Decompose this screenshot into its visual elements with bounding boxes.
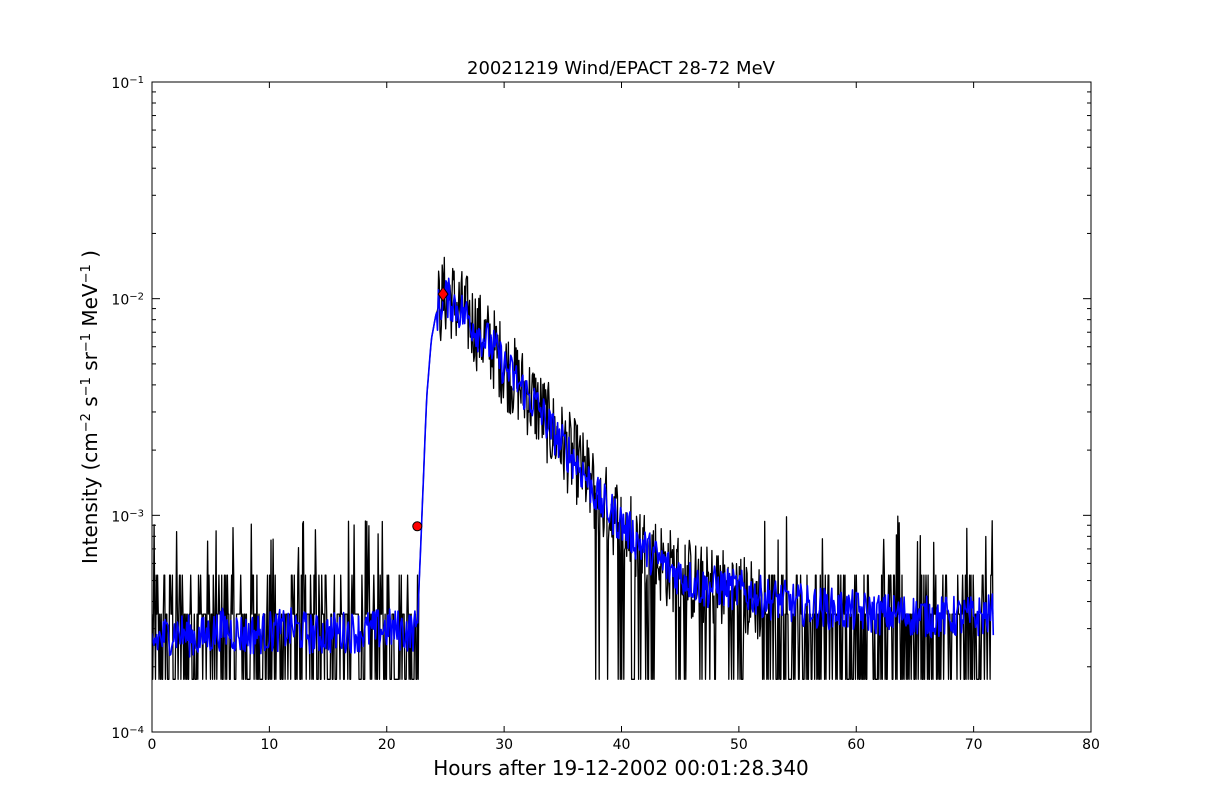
- y-tick-label: 10−4: [111, 725, 144, 743]
- x-axis-label: Hours after 19-12-2002 00:01:28.340: [433, 756, 809, 780]
- y-label-s: s: [78, 396, 102, 413]
- series-line-0: [152, 256, 994, 680]
- y-axis-label: Intensity (cm−2 s−1 sr−1 MeV−1 ): [78, 250, 102, 564]
- y-label-exp2: −1: [79, 377, 94, 396]
- y-label-prefix: Intensity (cm: [78, 432, 102, 564]
- onset-marker: [412, 521, 423, 532]
- series-layer: [152, 256, 995, 680]
- x-tick-label: 30: [495, 737, 513, 753]
- y-label-sr: sr: [78, 351, 102, 377]
- x-tick-label: 0: [148, 737, 157, 753]
- chart-title: 20021219 Wind/EPACT 28-72 MeV: [467, 58, 776, 79]
- y-tick-label: 10−3: [111, 508, 144, 526]
- marker-layer: [412, 286, 449, 532]
- x-tick-label: 40: [613, 737, 631, 753]
- y-axis: 10−4 10−3 10−2 10−1: [111, 75, 1091, 743]
- y-tick-label: 10−1: [111, 75, 144, 93]
- x-tick-label: 50: [730, 737, 748, 753]
- peak-marker: [437, 286, 449, 302]
- x-tick-label: 60: [847, 737, 865, 753]
- y-label-exp3: −1: [79, 333, 94, 352]
- x-tick-label: 70: [965, 737, 983, 753]
- series-line-1: [152, 277, 995, 658]
- x-tick-label: 80: [1082, 737, 1100, 753]
- y-label-exp4: −1: [79, 264, 94, 283]
- x-tick-label: 10: [260, 737, 278, 753]
- y-label-exp1: −2: [79, 413, 94, 432]
- y-label-mev: MeV: [78, 283, 102, 333]
- x-axis: 0 10 20 30 40 50 60 70 80: [148, 82, 1100, 753]
- y-tick-label: 10−2: [111, 291, 144, 309]
- y-label-suffix: ): [78, 250, 102, 264]
- x-tick-label: 20: [378, 737, 396, 753]
